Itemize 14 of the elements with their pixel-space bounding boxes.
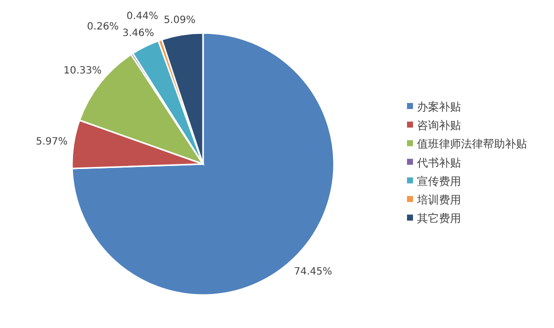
legend-label: 咨询补贴: [417, 119, 461, 132]
data-label: 10.33%: [64, 66, 102, 77]
legend-label: 办案补贴: [417, 100, 461, 114]
legend-label: 宣传费用: [417, 174, 461, 188]
data-label: 3.46%: [122, 28, 154, 40]
legend-label: 代书补贴: [416, 156, 461, 170]
data-label: 74.45%: [294, 266, 332, 278]
data-label: 0.26%: [87, 21, 119, 32]
data-label: 5.09%: [164, 14, 196, 26]
legend-label: 培训费用: [416, 194, 461, 206]
data-label: 5.97%: [36, 136, 68, 148]
legend-label: 值班律师法律帮助补贴: [417, 138, 527, 151]
legend-label: 其它费用: [417, 212, 461, 226]
data-label: 0.44%: [126, 10, 158, 22]
